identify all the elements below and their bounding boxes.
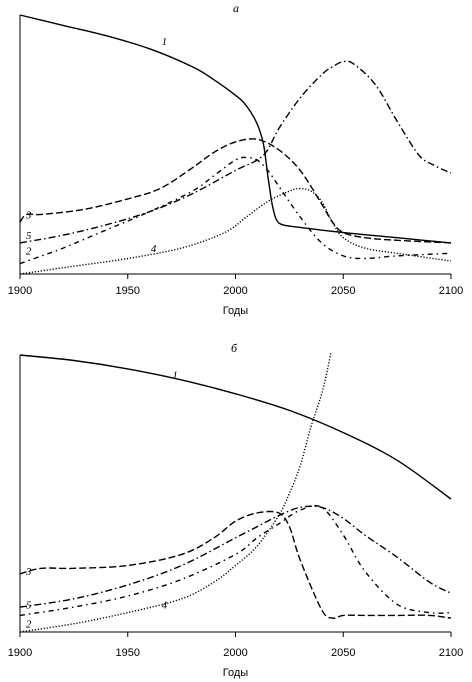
- series-label-5: 5: [26, 230, 32, 242]
- series-line-4: [19, 353, 332, 633]
- panel-label: а: [233, 1, 239, 15]
- series-label-4: 4: [151, 243, 157, 255]
- series-label-5: 5: [26, 599, 32, 611]
- series-line-5: [19, 505, 452, 608]
- x-tick-label: 1950: [116, 647, 140, 659]
- chart-panel-1: 1900 1950 2000 2050 2100 Годы а 1 2 3 4 5: [8, 1, 463, 317]
- series-line-4: [19, 187, 452, 275]
- panel-label: б: [231, 341, 238, 355]
- x-tick-label: 1900: [8, 647, 32, 659]
- series-label-1: 1: [172, 369, 178, 381]
- x-tick-label: 2000: [223, 285, 247, 297]
- x-tick-label: 1950: [116, 285, 140, 297]
- x-axis-title: Годы: [223, 305, 249, 317]
- x-tick-label: 2050: [331, 647, 355, 659]
- series-line-1: [19, 14, 452, 244]
- series-line-5: [19, 60, 452, 244]
- x-tick-label: 2100: [439, 647, 463, 659]
- x-axis-title: Годы: [223, 667, 249, 679]
- series-label-3: 3: [25, 209, 32, 221]
- x-tick-label: 2000: [223, 647, 247, 659]
- series-line-2: [19, 504, 452, 617]
- series-line-3: [19, 510, 452, 619]
- series-label-4: 4: [162, 599, 168, 611]
- x-tick-label: 2100: [439, 285, 463, 297]
- series-label-3: 3: [25, 566, 32, 578]
- series-label-1: 1: [162, 36, 168, 48]
- series-label-2: 2: [26, 246, 32, 258]
- x-tick-label: 2050: [331, 285, 355, 297]
- series-line-1: [19, 354, 452, 500]
- series-line-2: [19, 156, 452, 265]
- series-label-2: 2: [26, 619, 32, 631]
- x-tick-label: 1900: [8, 285, 32, 297]
- chart-panel-2: 1900 1950 2000 2050 2100 Годы б 1 2 3 4 5: [8, 341, 463, 679]
- series-line-3: [19, 138, 452, 244]
